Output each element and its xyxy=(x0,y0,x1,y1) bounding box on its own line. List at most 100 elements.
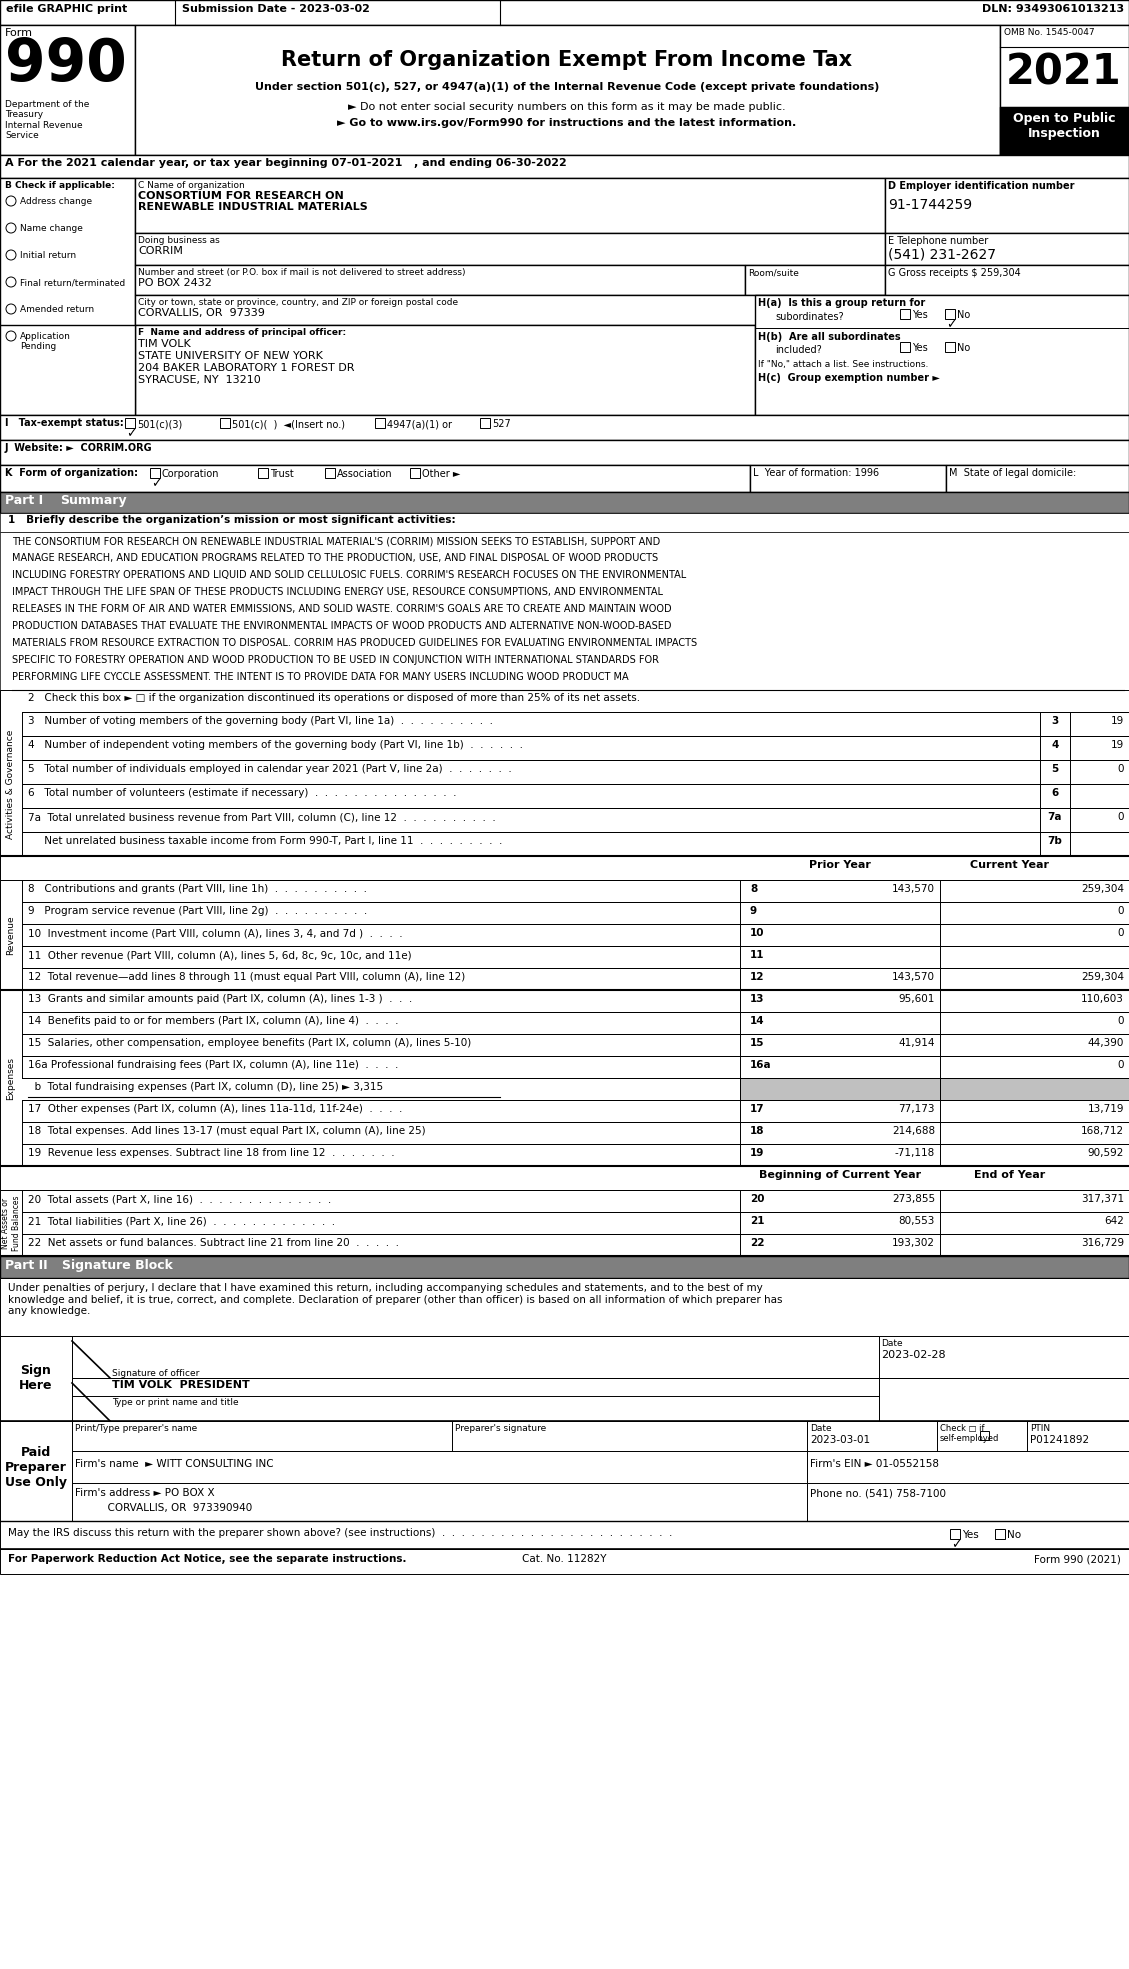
Text: efile GRAPHIC print: efile GRAPHIC print xyxy=(6,4,128,14)
Text: Yes: Yes xyxy=(962,1530,979,1540)
Bar xyxy=(72,1378,879,1422)
Text: 13,719: 13,719 xyxy=(1087,1105,1124,1114)
Text: Other ►: Other ► xyxy=(422,469,461,478)
Text: Association: Association xyxy=(336,469,393,478)
Circle shape xyxy=(6,303,16,313)
Text: PO BOX 2432: PO BOX 2432 xyxy=(138,278,212,287)
Text: OMB No. 1545-0047: OMB No. 1545-0047 xyxy=(1004,28,1095,37)
Text: 15: 15 xyxy=(750,1038,764,1048)
Text: Net Assets or
Fund Balances: Net Assets or Fund Balances xyxy=(1,1195,20,1250)
Text: 143,570: 143,570 xyxy=(892,973,935,983)
Bar xyxy=(0,465,750,492)
Text: Beginning of Current Year: Beginning of Current Year xyxy=(759,1170,921,1179)
Text: 6   Total number of volunteers (estimate if necessary)  .  .  .  .  .  .  .  .  : 6 Total number of volunteers (estimate i… xyxy=(28,788,456,797)
Text: 316,729: 316,729 xyxy=(1080,1239,1124,1248)
Bar xyxy=(72,1451,807,1483)
Bar xyxy=(135,26,1000,156)
Bar xyxy=(0,689,21,878)
Text: 317,371: 317,371 xyxy=(1080,1193,1124,1203)
Text: Part I: Part I xyxy=(5,494,43,506)
Text: Current Year: Current Year xyxy=(971,860,1050,870)
Text: 527: 527 xyxy=(492,419,510,429)
Text: Trust: Trust xyxy=(270,469,294,478)
Text: No: No xyxy=(957,309,970,321)
Text: TIM VOLK  PRESIDENT: TIM VOLK PRESIDENT xyxy=(112,1380,250,1390)
Text: PERFORMING LIFE CYCCLE ASSESSMENT. THE INTENT IS TO PROVIDE DATA FOR MANY USERS : PERFORMING LIFE CYCCLE ASSESSMENT. THE I… xyxy=(12,671,629,681)
Text: 259,304: 259,304 xyxy=(1080,973,1124,983)
Bar xyxy=(0,1520,1129,1550)
Text: 14  Benefits paid to or for members (Part IX, column (A), line 4)  .  .  .  .: 14 Benefits paid to or for members (Part… xyxy=(28,1016,399,1026)
Text: I   Tax-exempt status:: I Tax-exempt status: xyxy=(5,417,124,427)
Text: 990: 990 xyxy=(5,35,126,93)
Text: 21: 21 xyxy=(750,1217,764,1227)
Bar xyxy=(949,1530,960,1540)
Text: 12  Total revenue—add lines 8 through 11 (must equal Part VIII, column (A), line: 12 Total revenue—add lines 8 through 11 … xyxy=(28,973,465,983)
Bar xyxy=(807,1483,1129,1520)
Bar xyxy=(0,1337,72,1422)
Bar xyxy=(750,465,946,492)
Text: 18  Total expenses. Add lines 13-17 (must equal Part IX, column (A), line 25): 18 Total expenses. Add lines 13-17 (must… xyxy=(28,1126,426,1136)
Text: MATERIALS FROM RESOURCE EXTRACTION TO DISPOSAL. CORRIM HAS PRODUCED GUIDELINES F: MATERIALS FROM RESOURCE EXTRACTION TO DI… xyxy=(12,638,697,648)
Text: ✓: ✓ xyxy=(946,319,956,331)
Text: 11  Other revenue (Part VIII, column (A), lines 5, 6d, 8c, 9c, 10c, and 11e): 11 Other revenue (Part VIII, column (A),… xyxy=(28,949,412,961)
Bar xyxy=(0,1256,1129,1278)
Bar xyxy=(885,266,1129,295)
Text: RENEWABLE INDUSTRIAL MATERIALS: RENEWABLE INDUSTRIAL MATERIALS xyxy=(138,203,368,213)
Bar xyxy=(0,415,1129,439)
Bar xyxy=(0,1166,1129,1189)
Text: 501(c)(  )  ◄(Insert no.): 501(c)( ) ◄(Insert no.) xyxy=(231,419,345,429)
Text: 22  Net assets or fund balances. Subtract line 21 from line 20  .  .  .  .  .: 22 Net assets or fund balances. Subtract… xyxy=(28,1239,399,1248)
Circle shape xyxy=(6,222,16,232)
Text: 204 BAKER LABORATORY 1 FOREST DR: 204 BAKER LABORATORY 1 FOREST DR xyxy=(138,362,355,372)
Bar xyxy=(259,469,268,478)
Bar xyxy=(879,1337,1129,1378)
Text: If "No," attach a list. See instructions.: If "No," attach a list. See instructions… xyxy=(758,360,928,368)
Bar xyxy=(135,266,745,295)
Text: CORVALLIS, OR  97339: CORVALLIS, OR 97339 xyxy=(138,307,265,319)
Text: G Gross receipts $ 259,304: G Gross receipts $ 259,304 xyxy=(889,268,1021,278)
Text: 19: 19 xyxy=(750,1148,764,1158)
Text: J  Website: ►  CORRIM.ORG: J Website: ► CORRIM.ORG xyxy=(5,443,152,453)
Bar xyxy=(755,295,1129,415)
Text: 10  Investment income (Part VIII, column (A), lines 3, 4, and 7d )  .  .  .  .: 10 Investment income (Part VIII, column … xyxy=(28,927,403,937)
Text: 13  Grants and similar amounts paid (Part IX, column (A), lines 1-3 )  .  .  .: 13 Grants and similar amounts paid (Part… xyxy=(28,994,412,1004)
Text: 20  Total assets (Part X, line 16)  .  .  .  .  .  .  .  .  .  .  .  .  .  .: 20 Total assets (Part X, line 16) . . . … xyxy=(28,1193,331,1203)
Bar xyxy=(480,417,490,427)
Text: 10: 10 xyxy=(750,927,764,937)
Bar xyxy=(0,1422,72,1520)
Text: 4: 4 xyxy=(1051,740,1059,750)
Text: 143,570: 143,570 xyxy=(892,884,935,894)
Text: CORVALLIS, OR  973390940: CORVALLIS, OR 973390940 xyxy=(75,1502,252,1512)
Bar xyxy=(135,232,885,266)
Bar xyxy=(0,439,1129,465)
Text: Initial return: Initial return xyxy=(20,250,76,260)
Bar xyxy=(150,469,160,478)
Text: 0: 0 xyxy=(1118,1016,1124,1026)
Bar xyxy=(0,1189,21,1256)
Text: 501(c)(3): 501(c)(3) xyxy=(137,419,182,429)
Bar xyxy=(0,492,1129,514)
Text: ► Go to www.irs.gov/Form990 for instructions and the latest information.: ► Go to www.irs.gov/Form990 for instruct… xyxy=(338,118,797,128)
Bar xyxy=(0,514,1129,532)
Text: 7b: 7b xyxy=(1048,837,1062,847)
Text: 2023-02-28: 2023-02-28 xyxy=(881,1351,946,1361)
Bar xyxy=(1000,106,1129,156)
Text: End of Year: End of Year xyxy=(974,1170,1045,1179)
Text: Submission Date - 2023-03-02: Submission Date - 2023-03-02 xyxy=(182,4,370,14)
Circle shape xyxy=(6,278,16,287)
Text: subordinates?: subordinates? xyxy=(774,311,843,323)
Bar xyxy=(0,990,21,1166)
Bar xyxy=(885,232,1129,266)
Text: L  Year of formation: 1996: L Year of formation: 1996 xyxy=(753,469,879,478)
Circle shape xyxy=(6,331,16,341)
Text: CONSORTIUM FOR RESEARCH ON: CONSORTIUM FOR RESEARCH ON xyxy=(138,191,343,201)
Text: 9   Program service revenue (Part VIII, line 2g)  .  .  .  .  .  .  .  .  .  .: 9 Program service revenue (Part VIII, li… xyxy=(28,906,367,916)
Text: M  State of legal domicile:: M State of legal domicile: xyxy=(949,469,1076,478)
Text: 41,914: 41,914 xyxy=(899,1038,935,1048)
Text: Activities & Governance: Activities & Governance xyxy=(7,729,16,839)
Text: PRODUCTION DATABASES THAT EVALUATE THE ENVIRONMENTAL IMPACTS OF WOOD PRODUCTS AN: PRODUCTION DATABASES THAT EVALUATE THE E… xyxy=(12,620,672,630)
Text: IMPACT THROUGH THE LIFE SPAN OF THESE PRODUCTS INCLUDING ENERGY USE, RESOURCE CO: IMPACT THROUGH THE LIFE SPAN OF THESE PR… xyxy=(12,587,663,597)
Bar xyxy=(1027,1422,1129,1451)
Bar xyxy=(72,1422,452,1451)
Text: Final return/terminated: Final return/terminated xyxy=(20,278,125,287)
